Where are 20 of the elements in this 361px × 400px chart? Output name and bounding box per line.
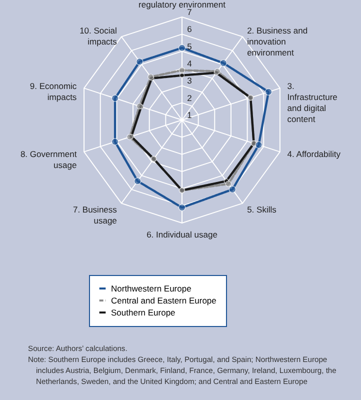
y-tick-label: 6 [187,24,192,34]
y-tick-label: 1 [187,110,192,120]
spoke-label: 10. Social impacts [80,25,118,46]
y-tick-label: 5 [187,41,192,52]
spoke-label: 8. Government usage [20,149,78,170]
legend-label: Southern Europe [111,308,176,318]
y-tick-label: 2 [187,92,192,103]
spoke-label: regulatory environment [138,0,226,10]
spoke-label: 5. Skills [247,204,276,215]
spoke-label: 6. Individual usage [146,230,218,240]
spoke-label: 4. Affordability [287,149,342,160]
legend-label: Central and Eastern Europe [111,296,217,306]
spoke-label: 2. Business and innovation environment [247,25,308,58]
spoke-label: 9. Economic impacts [30,80,78,102]
spoke-label: 3. Infrastructure and digital content [287,80,338,124]
y-tick-label: 4 [187,58,192,68]
y-tick-label: 3 [187,76,192,86]
spoke-label: 7. Business usage [72,204,118,226]
legend-label: Northwestern Europe [111,284,192,294]
y-tick-label: 7 [187,7,192,17]
